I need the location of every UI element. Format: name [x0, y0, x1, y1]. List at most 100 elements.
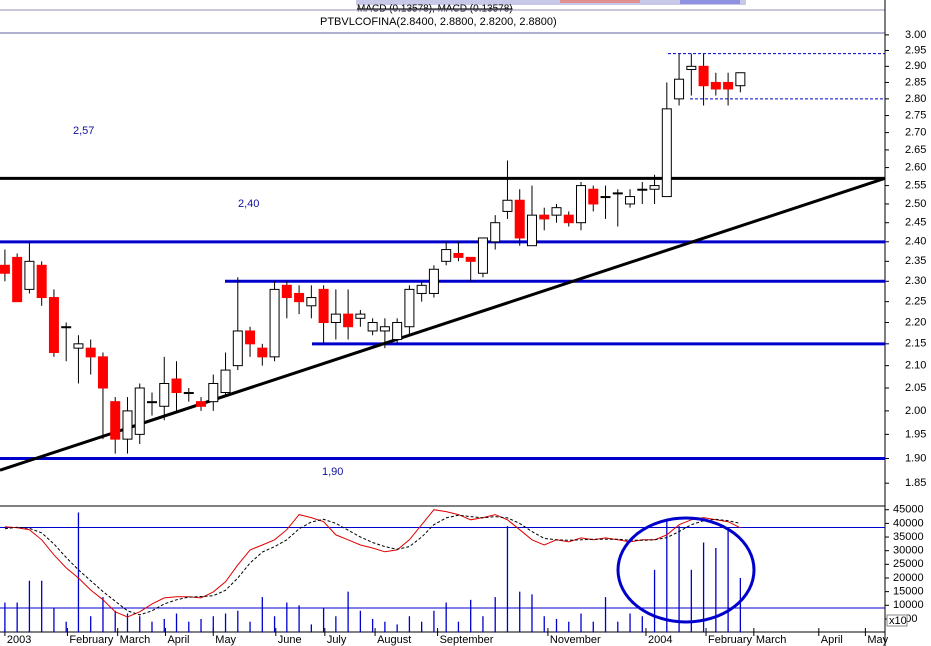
x-tick-label: April: [167, 634, 189, 646]
y-tick-label: 2.40: [905, 236, 926, 248]
candle-body: [257, 347, 268, 358]
y2-tick-label: 30000: [893, 545, 924, 557]
y-tick-label: 2.80: [905, 93, 926, 105]
y-tick-label: 2.70: [905, 126, 926, 138]
candle-body: [637, 188, 648, 191]
candle-body: [551, 207, 562, 216]
candle-body: [710, 81, 721, 90]
candle-body: [24, 260, 35, 290]
volume-panel: 2003 February March April May June July August S…: [0, 504, 924, 646]
candle-body: [0, 264, 10, 274]
candle-body: [245, 330, 256, 345]
y-tick-label: 2.20: [905, 316, 926, 328]
candle-body: [61, 326, 72, 329]
candle-body: [159, 382, 170, 407]
candle-body: [367, 322, 378, 332]
candle-body: [318, 288, 329, 324]
chart-title: PTBVLCOFINA(2.8400, 2.8800, 2.8200, 2.88…: [320, 16, 557, 28]
x-tick-label: 2004: [648, 634, 672, 646]
candle-body: [36, 264, 47, 299]
candle-body: [735, 72, 746, 87]
candle-body: [48, 297, 59, 353]
indicator-label: MACD (0.13578), MACD (0.13578): [357, 4, 513, 15]
y-tick-label: 2.65: [905, 144, 926, 156]
y2-tick-label: 20000: [893, 572, 924, 584]
candle-body: [281, 284, 292, 299]
candle-body: [563, 214, 574, 224]
candle-body: [73, 343, 84, 349]
strip-seg: [560, 0, 640, 3]
y-tick-label: 2.95: [905, 44, 926, 56]
candle-body: [97, 356, 108, 389]
candle-body: [674, 78, 685, 100]
y-tick-label: 2.75: [905, 109, 926, 121]
candle-body: [122, 410, 133, 440]
strip-bg: [356, 0, 746, 5]
annotation: 2,40: [238, 198, 259, 210]
annotation: 2,57: [73, 125, 94, 137]
x-tick-label: February: [69, 634, 114, 646]
candle-body: [453, 252, 464, 258]
candle-body: [612, 192, 623, 195]
y-tick-label: 1.85: [905, 477, 926, 489]
candle-body: [441, 249, 452, 262]
candle-body: [171, 378, 182, 394]
candle-body: [294, 292, 305, 303]
candle-body: [355, 313, 366, 319]
candle-body: [723, 81, 734, 90]
candle-body: [698, 65, 709, 87]
candle-body: [526, 214, 537, 247]
y-tick-label: 2.55: [905, 179, 926, 191]
price-panel: 1.85 1.90 1.95 2.00 2.05 2.10 2.15 2.20 2.25 2.30…: [0, 29, 926, 489]
candle-body: [343, 313, 354, 328]
candle-body: [110, 401, 121, 440]
x-tick-label: May: [215, 634, 236, 646]
y2-tick-label: 40000: [893, 517, 924, 529]
y-tick-label: 1.95: [905, 428, 926, 440]
y-tick-label: 2.00: [905, 405, 926, 417]
y-tick-label: 2.50: [905, 198, 926, 210]
unit-box: [886, 614, 908, 627]
candle-body: [576, 185, 587, 224]
y-tick-label: 2.25: [905, 296, 926, 308]
candle-body: [146, 401, 157, 404]
y-tick-label: 3.00: [905, 29, 926, 41]
y2-tick-label: 35000: [893, 531, 924, 543]
candle-body: [502, 199, 513, 212]
x-tick-label: February: [708, 634, 753, 646]
mini-strip: [356, 0, 746, 5]
y-tick-label: 2.85: [905, 76, 926, 88]
indicator-line: [4, 509, 741, 618]
candle-body: [330, 313, 341, 324]
candle-body: [600, 196, 611, 199]
y-tick-label: 2.45: [905, 217, 926, 229]
candle-body: [625, 196, 636, 205]
candle-body: [661, 108, 672, 198]
candle-body: [428, 268, 439, 294]
y2-tick-label: 45000: [893, 504, 924, 516]
x-tick-label: 2003: [7, 634, 31, 646]
annotation: 1,90: [322, 466, 343, 478]
candle-body: [514, 199, 525, 239]
x-tick-label: April: [821, 634, 843, 646]
candle-body: [465, 256, 476, 262]
x-tick-label: November: [550, 634, 601, 646]
candle-body: [12, 256, 23, 303]
candle-body: [196, 401, 207, 407]
candle-body: [539, 214, 550, 220]
y-tick-label: 2.10: [905, 360, 926, 372]
candle-body: [183, 392, 194, 395]
candle-body: [306, 297, 317, 307]
unit-label: x10: [889, 615, 907, 627]
y-tick-label: 2.35: [905, 255, 926, 267]
y-tick-label: 2.90: [905, 60, 926, 72]
candle-body: [269, 288, 280, 358]
x-tick-label: March: [120, 634, 151, 646]
candle-body: [686, 65, 697, 71]
candle-body: [208, 382, 219, 403]
indicator-line: [4, 514, 741, 616]
y-tick-label: 1.90: [905, 452, 926, 464]
candle-body: [649, 185, 660, 190]
y-tick-label: 2.30: [905, 275, 926, 287]
